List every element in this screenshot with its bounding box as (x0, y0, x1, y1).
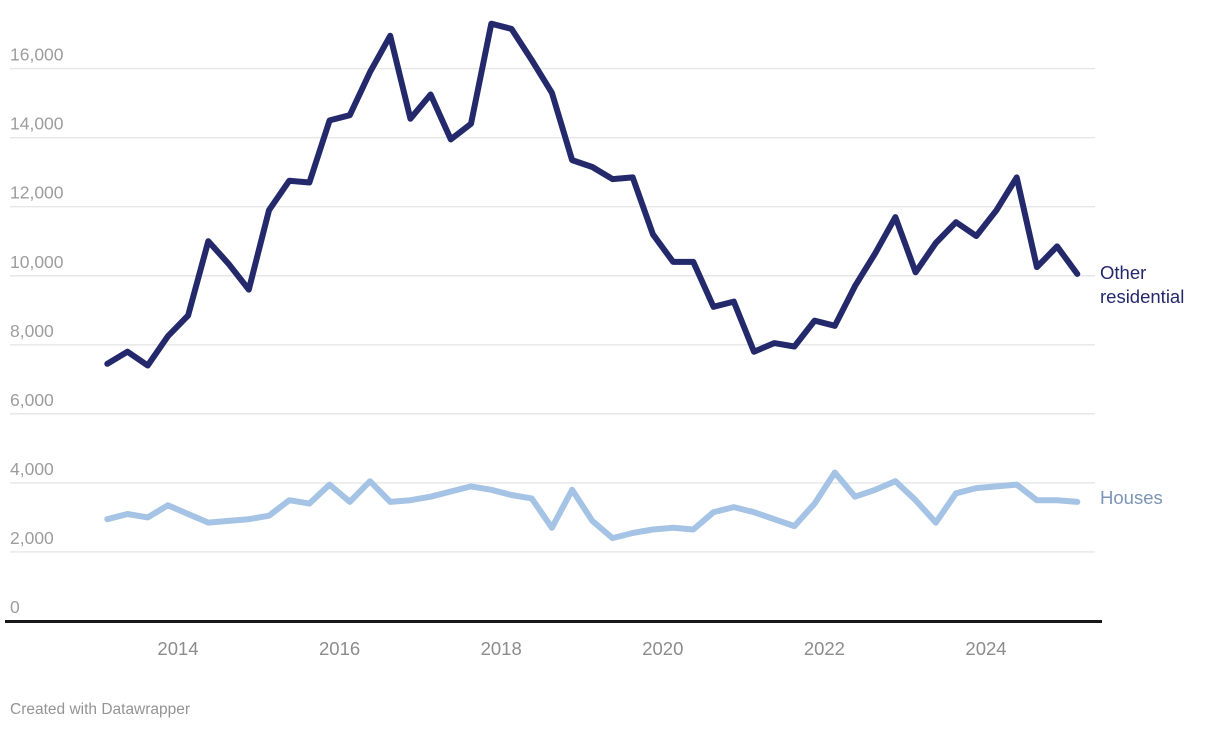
y-tick-label-2000: 2,000 (10, 528, 54, 548)
axis-layer: 2014 2016 2018 2020 2022 2024 (5, 620, 1102, 659)
y-tick-label-10000: 10,000 (10, 252, 64, 272)
series-line-other-residential (104, 20, 1081, 369)
y-tick-label-6000: 6,000 (10, 390, 54, 410)
gridlines-layer: 0 2,000 4,000 6,000 8,000 10,000 12,000 14,000 1… (10, 45, 1095, 617)
x-tick-label-2024: 2024 (965, 638, 1006, 659)
y-tick-label-4000: 4,000 (10, 459, 54, 479)
y-tick-label-14000: 14,000 (10, 114, 64, 134)
series-layer (104, 20, 1081, 542)
y-tick-label-16000: 16,000 (10, 45, 64, 65)
series-label-houses: Houses (1100, 487, 1163, 508)
series-line-houses (104, 469, 1081, 542)
x-tick-label-2018: 2018 (481, 638, 522, 659)
x-tick-label-2014: 2014 (157, 638, 198, 659)
x-tick-label-2020: 2020 (642, 638, 683, 659)
datawrapper-credit-link[interactable]: Created with Datawrapper (10, 701, 191, 718)
x-tick-label-2016: 2016 (319, 638, 360, 659)
series-label-other-residential-line2: residential (1100, 286, 1184, 307)
x-tick-label-2022: 2022 (804, 638, 845, 659)
y-tick-label-8000: 8,000 (10, 321, 54, 341)
series-label-other-residential-line1: Other (1100, 262, 1146, 283)
y-tick-label-0: 0 (10, 597, 20, 617)
series-labels: Other residential Houses (1100, 262, 1184, 508)
y-tick-label-12000: 12,000 (10, 183, 64, 203)
